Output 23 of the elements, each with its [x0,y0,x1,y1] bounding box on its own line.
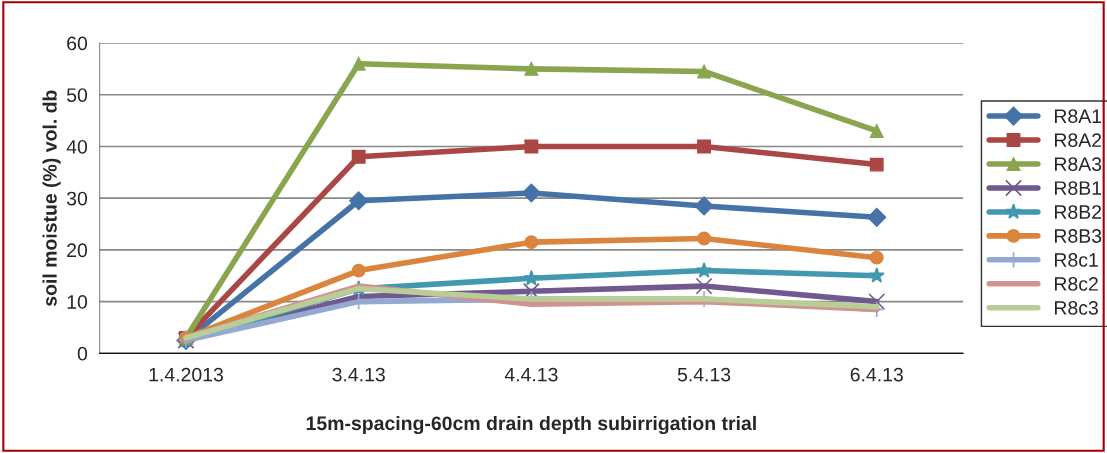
legend-label: R8c2 [1054,277,1098,291]
legend-label: R8B2 [1054,205,1102,219]
y-tick-label: 10 [67,295,88,309]
legend-label: R8c1 [1054,253,1098,267]
legend-label: R8c3 [1054,300,1098,315]
y-tick-label: 20 [67,243,88,258]
y-tick-label: 40 [66,139,88,154]
x-tick-label: 6.4.13 [850,367,903,382]
x-axis-title: 15m-spacing-60cm drain depth subirrigation trial [306,415,756,435]
x-tick-label: 5.4.13 [677,367,731,382]
y-axis-title: soil moistue (%) vol. db [42,90,61,307]
x-tick-label: 3.4.13 [332,367,385,382]
x-tick-label: 1.4.2013 [149,367,223,382]
y-tick-label: 0 [77,346,88,361]
y-tick-label: 50 [66,88,88,102]
x-tick-label: 4.4.13 [504,367,558,382]
legend-label: R8A2 [1054,133,1102,148]
y-tick-label: 30 [66,191,88,206]
legend-label: R8B3 [1054,229,1102,243]
legend-label: R8A3 [1054,157,1102,171]
legend-label: R8B1 [1054,181,1102,195]
y-tick-label: 60 [67,36,88,51]
legend-label: R8A1 [1054,109,1102,124]
